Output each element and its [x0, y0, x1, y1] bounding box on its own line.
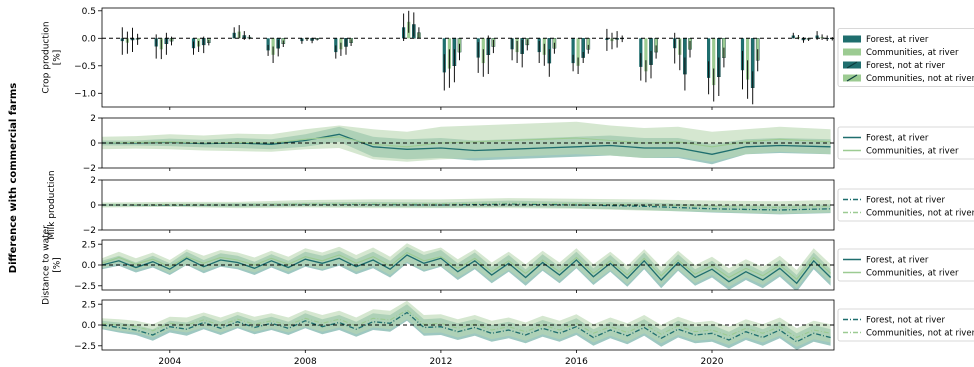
confidence-band	[102, 300, 831, 347]
confidence-band	[102, 198, 831, 214]
y-tick-label: 0.0	[82, 261, 97, 271]
legend-label: Forest, at river	[866, 256, 929, 266]
y-axis-label: [%]	[53, 257, 63, 273]
y-axis-label: Crop production	[42, 21, 52, 93]
series-line	[102, 251, 831, 280]
legend-label: Forest, not at river	[866, 196, 945, 206]
axes-frame	[101, 7, 835, 108]
series-line	[102, 311, 831, 343]
y-axis-label: Distance to water	[42, 225, 52, 305]
y-tick-label: −1.0	[74, 90, 96, 100]
y-tick-label: 2.5	[82, 240, 96, 250]
x-tick-label: 2016	[565, 357, 588, 367]
legend-hatch	[846, 61, 858, 69]
legend-milk1: Forest, at river Communities, at river	[837, 126, 974, 160]
y-tick-label: 2	[90, 176, 96, 186]
plot-area-water2	[102, 300, 831, 350]
plot-area-milk1	[102, 121, 831, 165]
legend-box	[837, 126, 974, 160]
x-tick-label: 2008	[294, 357, 317, 367]
series-line	[102, 136, 831, 148]
series-line	[102, 133, 831, 155]
legend-swatch	[843, 35, 861, 43]
legend-water2: Forest, not at river Communities, not at …	[837, 308, 974, 342]
legend-label: Forest, at river	[866, 35, 929, 45]
y-axis-label: [%]	[53, 50, 63, 66]
legend-label: Communities, not at river	[866, 329, 974, 339]
legend-water1: Forest, at river Communities, at river	[837, 248, 974, 282]
legend-label: Forest, not at river	[866, 61, 945, 71]
panel-crop: 0.5 0.0 −0.5 −1.0 Crop production [%] Forest, …	[42, 7, 974, 110]
panel-milk2: 2 0 −2 Milk production Forest, not at river C…	[47, 170, 974, 240]
x-tick-label: 2004	[158, 357, 181, 367]
bar	[639, 38, 643, 67]
plot-area-milk2	[102, 198, 831, 215]
legend-box	[837, 28, 974, 87]
legend-label: Forest, at river	[866, 134, 929, 144]
panel-milk1: 2 0 −2 Forest, at river Communities, at rive…	[83, 114, 974, 174]
y-tick-label: 2.5	[82, 300, 96, 310]
y-tick-label: 0	[90, 201, 96, 211]
panel-water1: 2.5 0.0 −2.5 Distance to water [%] Forest, at…	[42, 225, 974, 305]
legend-label: Communities, not at river	[866, 74, 974, 84]
legend-box	[837, 308, 974, 342]
outer-ylabel: Difference with commercial farms	[8, 83, 19, 273]
plot-area-water1	[102, 243, 832, 290]
legend-hatch	[846, 74, 858, 82]
bar	[571, 38, 575, 64]
panel-water2: 2.5 0.0 −2.5 2004 2008 2012 2016 2020 Forest, no…	[74, 299, 974, 367]
bar	[576, 38, 580, 66]
legend-label: Communities, at river	[866, 147, 959, 157]
series-line	[102, 254, 832, 285]
legend-box	[837, 248, 974, 282]
legend-swatch	[843, 48, 861, 56]
legend-label: Forest, not at river	[866, 316, 945, 326]
legend-milk2: Forest, not at river Communities, not at …	[837, 188, 974, 222]
legend-box	[837, 188, 974, 222]
x-tick-label: 2020	[701, 357, 724, 367]
bar	[334, 38, 338, 53]
bar	[644, 38, 648, 72]
y-tick-label: 0.0	[82, 35, 97, 45]
bar	[707, 38, 711, 78]
y-axis-label: Milk production	[47, 170, 57, 239]
legend-label: Communities, at river	[866, 269, 959, 279]
legend-crop: Forest, at river Communities, at river For…	[837, 28, 974, 87]
y-tick-label: 0.0	[82, 321, 97, 331]
bar	[712, 38, 716, 86]
y-tick-label: 0.5	[82, 7, 96, 17]
y-tick-label: −2	[83, 164, 96, 174]
series-line	[102, 202, 831, 209]
legend-label: Communities, not at river	[866, 209, 974, 219]
y-tick-label: −2	[83, 226, 96, 236]
legend-label: Communities, at river	[866, 48, 959, 58]
y-tick-label: −2.5	[74, 342, 96, 352]
x-tick-label: 2012	[429, 357, 452, 367]
bar	[266, 38, 270, 51]
y-tick-label: −2.5	[74, 282, 96, 292]
y-tick-label: 0	[90, 139, 96, 149]
plot-area-crop	[120, 10, 834, 105]
bar	[746, 38, 750, 80]
y-tick-label: 2	[90, 114, 96, 124]
y-tick-label: −0.5	[74, 62, 96, 72]
series-line	[102, 309, 831, 339]
